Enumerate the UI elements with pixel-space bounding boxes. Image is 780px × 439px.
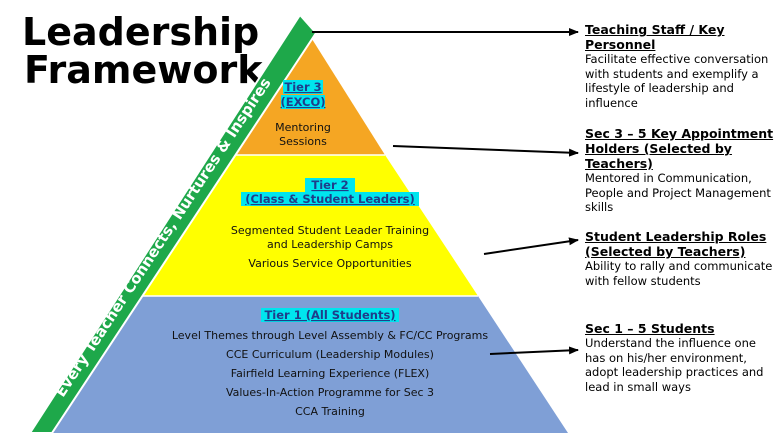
tier-3-item: Sessions [279, 135, 327, 148]
title-line-1: Leadership [22, 10, 260, 54]
tier-1-item: Level Themes through Level Assembly & FC… [172, 329, 489, 342]
tier-2-heading-highlight [241, 192, 419, 206]
tier-2-item: Segmented Student Leader Training [231, 224, 429, 237]
tier-1-item: Fairfield Learning Experience (FLEX) [231, 367, 429, 380]
green-band [28, 13, 318, 434]
tier-3-item: Mentoring [275, 121, 331, 134]
description-title: Sec 3 – 5 Key Appointment Holders (Selec… [585, 126, 774, 171]
tier-3-heading: Tier 3 [284, 80, 321, 94]
tier-2-heading: Tier 2 [311, 178, 348, 192]
tier-1-item: Values-In-Action Programme for Sec 3 [226, 386, 434, 399]
description-title: Student Leadership Roles (Selected by Te… [585, 229, 767, 259]
description-text: Ability to rally and communicate with fe… [585, 259, 773, 288]
arrow-student-leadership [483, 237, 579, 255]
tier-1-heading-highlight [261, 308, 399, 322]
tier-1-heading: Tier 1 (All Students) [264, 308, 395, 322]
tier-2-heading: (Class & Student Leaders) [245, 192, 415, 206]
description-student-leadership: Student Leadership Roles (Selected by Te… [585, 229, 775, 288]
description-text: Mentored in Communication, People and Pr… [585, 171, 771, 214]
description-key-appointment: Sec 3 – 5 Key Appointment Holders (Selec… [585, 126, 775, 215]
arrow-all-students [489, 346, 579, 355]
description-text: Understand the influence one has on his/… [585, 336, 764, 394]
tier-2-item: and Leadership Camps [267, 238, 393, 251]
description-all-students: Sec 1 – 5 Students Understand the influe… [585, 321, 775, 394]
description-teaching-staff: Teaching Staff / Key Personnel Facilitat… [585, 22, 775, 110]
tier-1-item: CCA Training [295, 405, 365, 418]
description-title: Teaching Staff / Key Personnel [585, 22, 725, 52]
tier-3-heading-highlight [281, 95, 325, 109]
tier-2-heading-highlight [305, 178, 355, 192]
tier-2-item: Various Service Opportunities [248, 257, 411, 270]
description-text: Facilitate effective conversation with s… [585, 52, 769, 110]
tier-3-heading-highlight [283, 80, 323, 94]
arrow-key-appointment [392, 145, 579, 157]
title-line-2: Framework [24, 48, 263, 92]
tier-3-heading: (EXCO) [280, 95, 325, 109]
tier-1-item: CCE Curriculum (Leadership Modules) [226, 348, 434, 361]
tier-1-shape [30, 296, 568, 433]
description-title: Sec 1 – 5 Students [585, 321, 715, 336]
